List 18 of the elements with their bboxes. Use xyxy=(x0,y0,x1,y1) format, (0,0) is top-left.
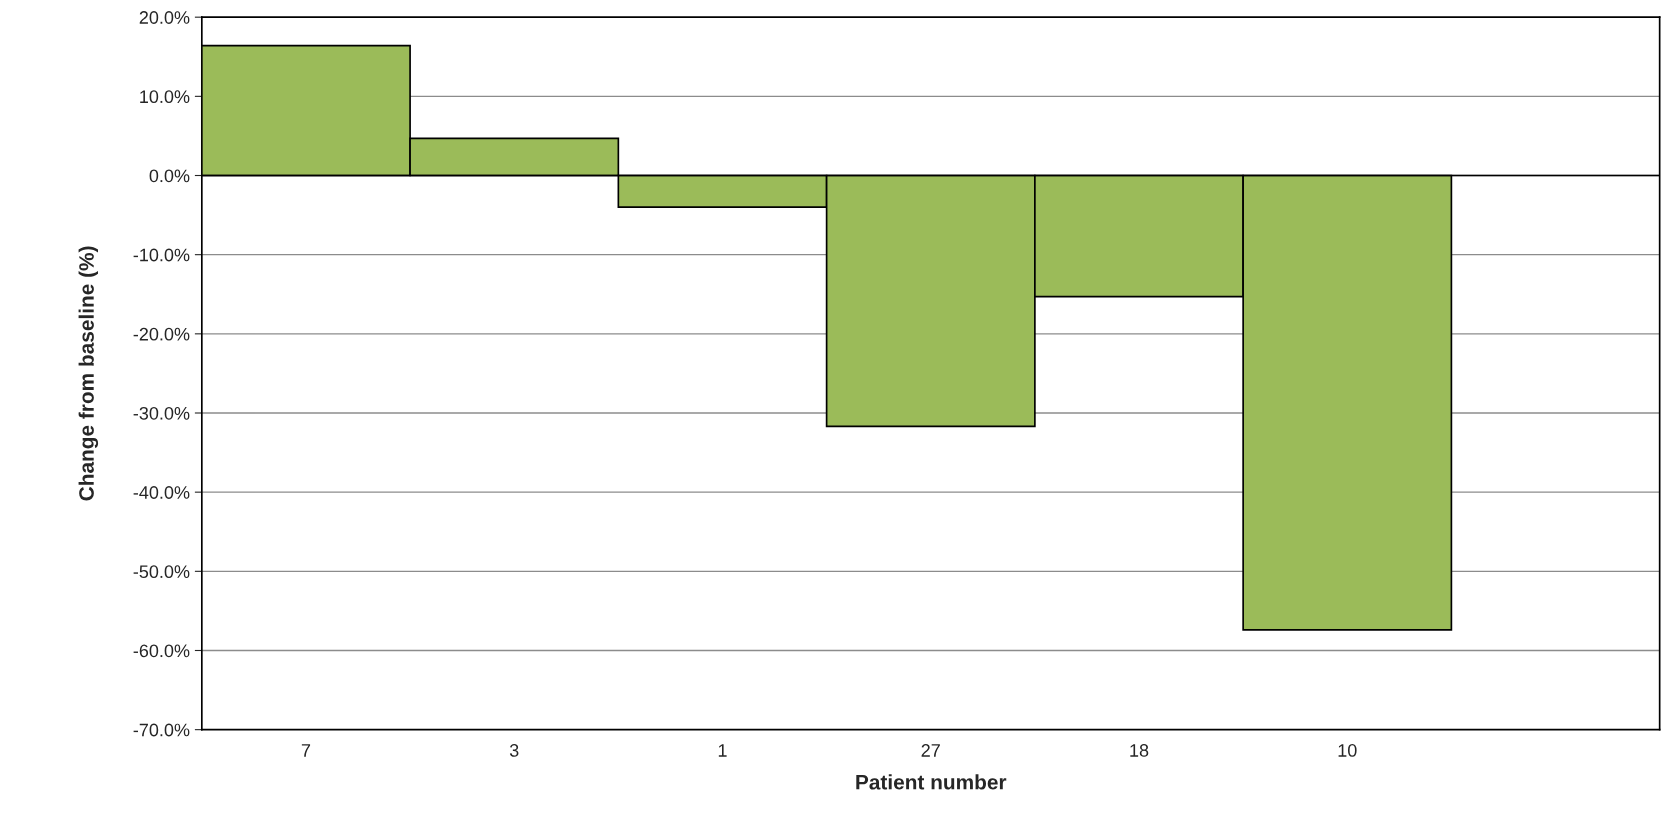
x-tick-label: 10 xyxy=(1338,744,1357,757)
y-tick-label: 10.0% xyxy=(140,90,190,104)
y-tick-label: -50.0% xyxy=(133,565,190,579)
y-axis-title: Change from baseline (%) xyxy=(78,246,99,501)
x-tick-label: 27 xyxy=(921,744,940,757)
x-axis-title: Patient number xyxy=(856,774,1007,790)
y-tick-label: -40.0% xyxy=(133,486,190,499)
y-tick-label: -10.0% xyxy=(133,248,190,262)
y-tick-label: -60.0% xyxy=(133,644,190,658)
x-tick-label: 18 xyxy=(1130,744,1149,757)
y-tick-label: -70.0% xyxy=(133,723,190,737)
x-tick-label: 1 xyxy=(718,744,727,757)
y-tick-label: -30.0% xyxy=(133,406,190,420)
y-tick-label: -20.0% xyxy=(133,327,190,341)
y-tick-label: 20.0% xyxy=(139,11,190,24)
y-tick-label: 0.0% xyxy=(149,169,190,183)
x-tick-label: 3 xyxy=(509,744,519,757)
x-tick-label: 7 xyxy=(301,744,311,757)
